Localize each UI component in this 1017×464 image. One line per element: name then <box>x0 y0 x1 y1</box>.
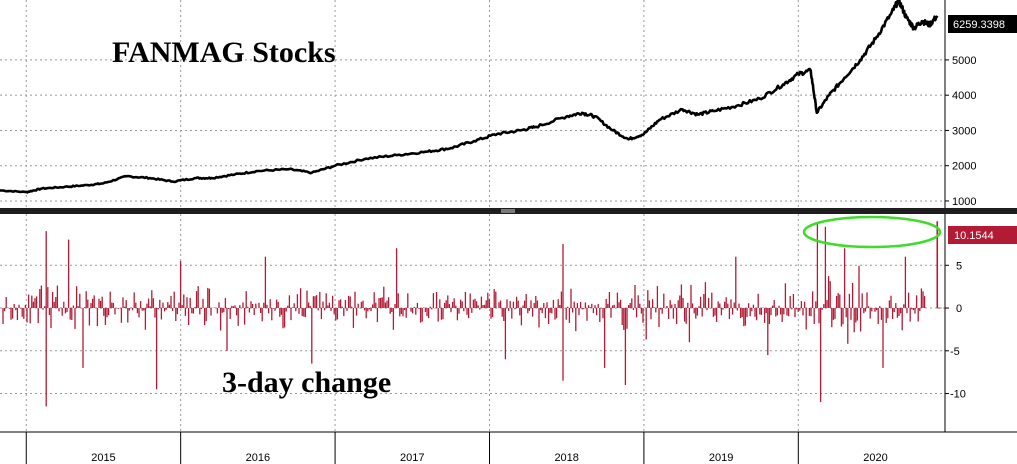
top-y-ticks: 1000 2000 3000 4000 5000 <box>945 55 976 208</box>
bottom-y-tick-label: 0 <box>956 303 962 315</box>
x-tick-label: 2016 <box>246 452 270 464</box>
bottom-y-tick-label: -10 <box>950 389 966 401</box>
bottom-last-value-text: 10.1544 <box>954 230 994 242</box>
separator-grip[interactable] <box>501 209 515 213</box>
top-y-tick-label: 1000 <box>952 196 976 208</box>
three-day-change-bars <box>2 221 945 407</box>
subchart-title: 3-day change <box>222 366 391 399</box>
x-tick-label: 2015 <box>91 452 115 464</box>
highlight-ellipse <box>802 215 942 249</box>
bottom-last-value-badge: 10.1544 <box>948 226 1017 244</box>
top-last-value-badge: 6259.3398 <box>948 15 1017 33</box>
top-y-tick-label: 3000 <box>952 125 976 137</box>
x-axis-ticks: 2015 2016 2017 2018 2019 2020 <box>91 452 888 464</box>
bottom-y-ticks: -10 -5 0 5 <box>945 260 966 401</box>
bottom-y-tick-label: -5 <box>950 346 960 358</box>
bottom-panel-grid <box>0 214 945 464</box>
x-tick-label: 2018 <box>554 452 578 464</box>
top-last-value-text: 6259.3398 <box>953 19 1005 31</box>
top-y-tick-label: 5000 <box>952 55 976 67</box>
top-y-tick-label: 2000 <box>952 161 976 173</box>
bottom-y-tick-label: 5 <box>956 260 962 272</box>
top-y-tick-label: 4000 <box>952 90 976 102</box>
x-tick-label: 2017 <box>400 452 424 464</box>
chart-title: FANMAG Stocks <box>112 36 336 69</box>
fanmag-price-line <box>0 0 939 194</box>
x-tick-label: 2019 <box>709 452 733 464</box>
x-tick-label: 2020 <box>863 452 887 464</box>
